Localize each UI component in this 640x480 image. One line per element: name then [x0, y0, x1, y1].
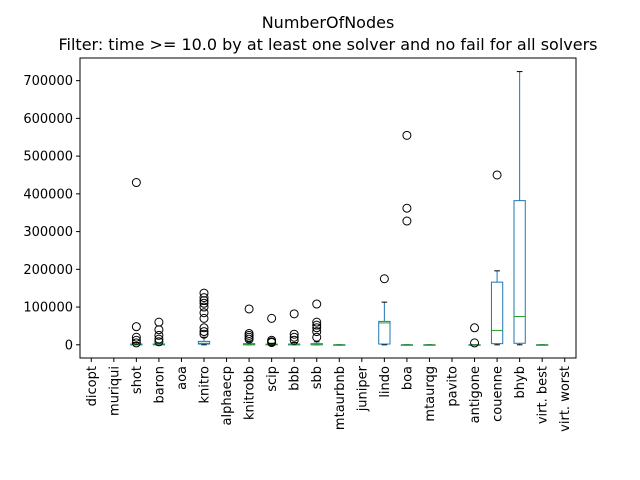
chart-title: NumberOfNodes	[262, 13, 395, 32]
x-tick-label: alphaecp	[220, 366, 235, 425]
outlier-point	[312, 317, 322, 327]
box-virt-best	[536, 344, 549, 346]
x-tick-label: bbb	[288, 366, 303, 391]
outlier-point	[199, 288, 209, 298]
outlier-point	[289, 329, 299, 339]
x-tick-label: aoa	[175, 366, 190, 390]
outlier-point	[154, 317, 164, 327]
x-tick-label: lindo	[378, 366, 393, 398]
box-lindo	[378, 274, 391, 346]
box-knitro	[197, 288, 211, 346]
box-shot	[130, 178, 143, 348]
outlier-point	[379, 274, 389, 284]
outlier-point	[402, 130, 412, 140]
x-tick-label: couenne	[491, 366, 506, 422]
outlier-point	[244, 304, 254, 314]
outlier-point	[267, 313, 277, 323]
x-tick-label: knitrobb	[243, 366, 258, 420]
box-iqr	[513, 200, 526, 344]
outlier-point	[131, 335, 141, 345]
outlier-point	[154, 337, 164, 347]
box-baron	[152, 317, 166, 347]
box-mtaurqg	[423, 344, 436, 346]
y-tick-label: 600000	[23, 112, 73, 127]
outlier-point	[267, 338, 277, 348]
x-tick-label: sbb	[310, 366, 325, 389]
box-iqr	[490, 281, 504, 345]
y-tick-label: 100000	[23, 301, 73, 316]
outlier-point	[492, 170, 502, 180]
outlier-point	[131, 178, 141, 188]
x-tick-label: knitro	[198, 366, 213, 404]
outlier-point	[402, 216, 412, 226]
outlier-point	[289, 309, 299, 319]
outlier-point	[244, 334, 254, 344]
box-antigone	[468, 323, 481, 348]
outlier-point	[154, 325, 164, 335]
x-tick-label: muriqui	[107, 366, 122, 416]
box-scip	[265, 313, 278, 348]
outlier-point	[289, 335, 299, 345]
box-bbb	[288, 309, 301, 346]
x-tick-label: baron	[152, 366, 167, 403]
outlier-point	[470, 323, 480, 333]
outlier-point	[131, 338, 141, 348]
outlier-point	[154, 334, 164, 344]
box-sbb	[310, 299, 323, 346]
box-iqr	[378, 320, 391, 345]
outlier-point	[199, 323, 209, 333]
outlier-point	[154, 330, 164, 340]
x-tick-label: bhyb	[513, 366, 528, 398]
x-axis: dicopt muriqui shot baron aoa knitro alphaecp k…	[85, 358, 573, 432]
outlier-point	[312, 332, 322, 342]
outlier-point	[131, 322, 141, 332]
box-mtaurbnb	[333, 344, 346, 346]
y-tick-label: 500000	[23, 150, 73, 165]
outlier-point	[312, 327, 322, 337]
y-axis: 0 100000 200000 300000 400000 500000 600000 700…	[23, 74, 80, 353]
outlier-point	[312, 320, 322, 330]
outlier-point	[289, 332, 299, 342]
y-tick-label: 200000	[23, 263, 73, 278]
x-tick-label: shot	[130, 366, 145, 394]
outlier-point	[199, 327, 209, 337]
box-knitrobb	[242, 304, 256, 346]
x-tick-label: virt. worst	[558, 366, 573, 432]
outlier-point	[199, 296, 209, 306]
plot-series	[130, 71, 549, 348]
x-tick-label: virt. best	[536, 366, 551, 424]
chart-subtitle: Filter: time >= 10.0 by at least one sol…	[58, 35, 597, 54]
box-iqr	[197, 340, 211, 345]
y-tick-label: 700000	[23, 74, 73, 89]
x-tick-label: dicopt	[85, 366, 100, 406]
outlier-point	[199, 298, 209, 308]
y-tick-label: 400000	[23, 187, 73, 202]
outlier-point	[470, 338, 480, 348]
y-tick-label: 0	[65, 338, 73, 353]
outlier-point	[199, 302, 209, 312]
plot-frame	[79, 57, 577, 359]
box-bhyb	[513, 71, 526, 346]
outlier-point	[131, 332, 141, 342]
outlier-point	[199, 313, 209, 323]
x-tick-label: pavito	[446, 366, 461, 407]
outlier-point	[199, 329, 209, 339]
x-tick-label: juniper	[355, 365, 370, 412]
outlier-point	[402, 203, 412, 213]
outlier-point	[199, 293, 209, 303]
x-tick-label: mtaurbnb	[333, 366, 348, 430]
x-tick-label: mtaurqg	[423, 366, 438, 422]
box-couenne	[490, 170, 504, 346]
x-tick-label: boa	[400, 366, 415, 390]
outlier-point	[199, 308, 209, 318]
outlier-point	[312, 323, 322, 333]
x-tick-label: scip	[265, 366, 280, 392]
x-tick-label: antigone	[468, 366, 483, 423]
y-tick-label: 300000	[23, 225, 73, 240]
box-boa	[400, 130, 414, 346]
outlier-point	[312, 299, 322, 309]
